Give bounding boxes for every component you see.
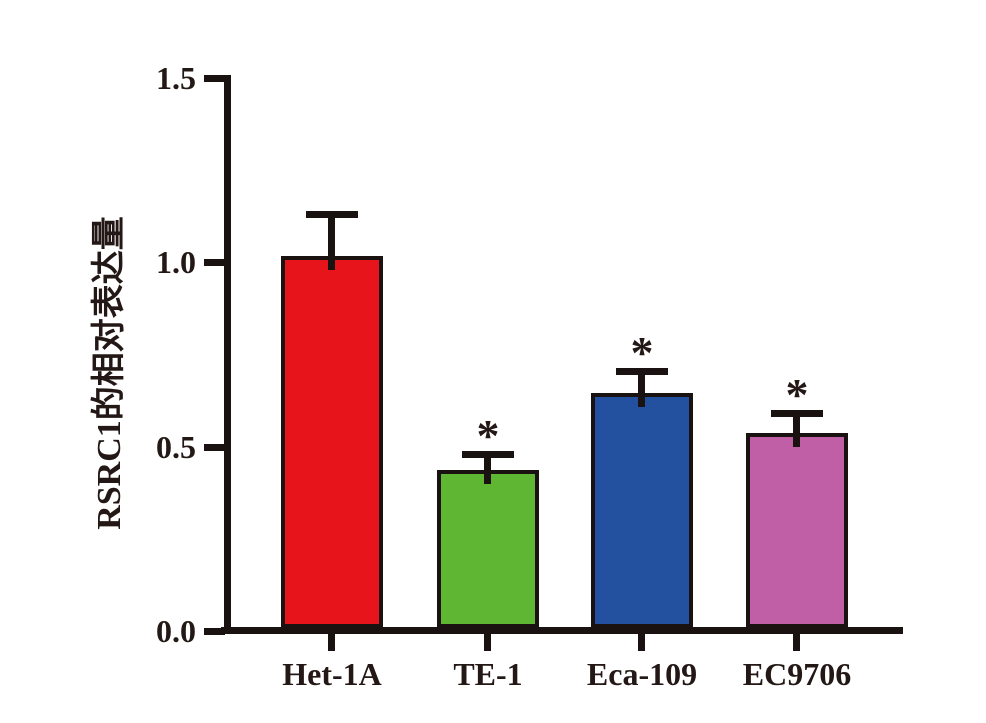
y-axis-title: RSRC1的相对表达量 [91,216,128,530]
x-axis-category-label: EC9706 [742,656,852,692]
significance-asterisk: * [476,410,500,462]
x-axis-line [221,627,903,634]
x-axis-tick [638,634,645,651]
x-axis-tick [484,634,491,651]
y-axis-tick-label: 0.0 [156,613,196,649]
y-axis-tick [204,75,225,82]
error-bar-stem [328,214,335,271]
y-axis-tick-label: 0.5 [156,428,196,465]
y-axis-tick [204,628,225,635]
x-axis-tick [328,634,335,651]
bar-eca-109 [591,392,693,628]
y-axis-tick [204,259,225,267]
y-axis-tick [204,443,225,451]
plot-area: 0.0 0.5 1.0 1.5 Het-1A * TE-1 * Eca-109 * EC9706 [156,60,903,692]
error-bar-cap [462,451,514,459]
error-bar-cap [771,410,823,418]
error-bar-cap [306,211,358,219]
x-axis-category-label: TE-1 [453,656,523,692]
error-bar-stem [793,413,800,448]
error-bar-stem [638,371,645,407]
y-axis-tick-label: 1.5 [156,60,196,96]
y-axis-tick-label: 1.0 [156,244,196,281]
significance-asterisk: * [630,327,654,379]
x-axis-category-label: Eca-109 [586,656,698,692]
significance-asterisk: * [785,369,809,421]
y-axis-line [224,75,231,634]
error-bar-stem [484,454,491,485]
x-axis-tick [793,634,800,651]
bar-ec9706 [746,433,848,628]
bar-het-1a [281,256,383,628]
x-axis-category-label: Het-1A [282,656,382,692]
error-bar-cap [616,368,668,376]
bar-te-1 [437,470,539,628]
